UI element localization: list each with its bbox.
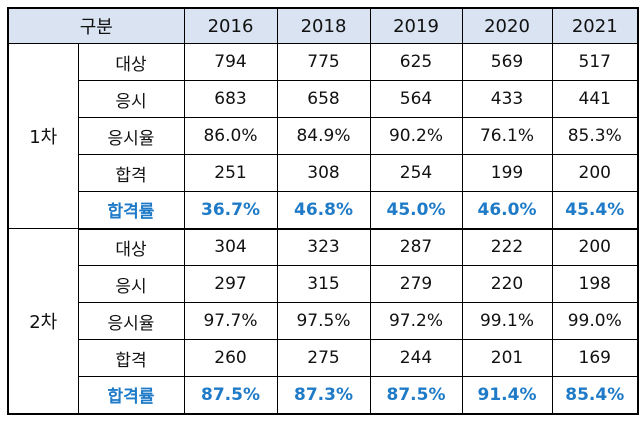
exam-statistics-table: 구분 2016 2018 2019 2020 2021 1차 대상 794 77… — [7, 7, 639, 415]
value-cell: 794 — [183, 43, 278, 81]
value-cell: 46.0% — [461, 191, 553, 230]
value-cell: 90.2% — [369, 117, 463, 155]
row-label-cell: 응시율 — [77, 302, 185, 340]
header-year-cell: 2020 — [461, 7, 553, 44]
value-cell: 220 — [461, 265, 553, 303]
value-cell: 287 — [369, 228, 463, 266]
value-cell: 279 — [369, 265, 463, 303]
value-cell: 658 — [276, 80, 371, 118]
value-cell: 323 — [276, 228, 371, 266]
value-cell: 569 — [461, 43, 553, 81]
value-cell: 87.5% — [369, 376, 463, 414]
value-cell: 625 — [369, 43, 463, 81]
value-cell: 36.7% — [183, 191, 278, 230]
table-row: 합격률 87.5% 87.3% 87.5% 91.4% 85.4% — [8, 376, 639, 414]
value-cell: 97.7% — [183, 302, 278, 340]
header-year-cell: 2018 — [276, 7, 371, 44]
value-cell: 200 — [551, 228, 639, 266]
row-label-cell: 합격률 — [77, 376, 185, 414]
value-cell: 260 — [183, 339, 278, 377]
row-label-cell: 합격 — [77, 339, 185, 377]
table-row: 합격 251 308 254 199 200 — [8, 154, 639, 192]
value-cell: 46.8% — [276, 191, 371, 230]
value-cell: 76.1% — [461, 117, 553, 155]
table-row: 응시 683 658 564 433 441 — [8, 80, 639, 118]
value-cell: 99.0% — [551, 302, 639, 340]
value-cell: 85.4% — [551, 376, 639, 414]
value-cell: 199 — [461, 154, 553, 192]
value-cell: 198 — [551, 265, 639, 303]
table-row: 응시율 97.7% 97.5% 97.2% 99.1% 99.0% — [8, 302, 639, 340]
value-cell: 85.3% — [551, 117, 639, 155]
value-cell: 308 — [276, 154, 371, 192]
header-year-cell: 2019 — [369, 7, 463, 44]
table-row: 1차 대상 794 775 625 569 517 — [7, 43, 639, 229]
table-row: 응시율 86.0% 84.9% 90.2% 76.1% 85.3% — [8, 117, 639, 155]
table-row: 합격률 36.7% 46.8% 45.0% 46.0% 45.4% — [8, 191, 639, 230]
value-cell: 222 — [461, 228, 553, 266]
value-cell: 683 — [183, 80, 278, 118]
value-cell: 87.3% — [276, 376, 371, 414]
value-cell: 91.4% — [461, 376, 553, 414]
value-cell: 97.5% — [276, 302, 371, 340]
table-row: 응시 297 315 279 220 198 — [8, 265, 639, 303]
value-cell: 169 — [551, 339, 639, 377]
exam-statistics-table-container: 구분 2016 2018 2019 2020 2021 1차 대상 794 77… — [7, 7, 639, 415]
header-year-cell: 2021 — [551, 7, 639, 44]
value-cell: 45.4% — [551, 191, 639, 230]
value-cell: 564 — [369, 80, 463, 118]
value-cell: 45.0% — [369, 191, 463, 230]
value-cell: 251 — [183, 154, 278, 192]
value-cell: 97.2% — [369, 302, 463, 340]
group-label-cell: 1차 — [7, 43, 79, 229]
row-label-cell: 응시율 — [77, 117, 185, 155]
value-cell: 254 — [369, 154, 463, 192]
value-cell: 315 — [276, 265, 371, 303]
value-cell: 201 — [461, 339, 553, 377]
row-label-cell: 대상 — [77, 43, 185, 81]
value-cell: 433 — [461, 80, 553, 118]
row-label-cell: 응시 — [77, 265, 185, 303]
value-cell: 775 — [276, 43, 371, 81]
row-label-cell: 합격률 — [77, 191, 185, 230]
value-cell: 99.1% — [461, 302, 553, 340]
value-cell: 87.5% — [183, 376, 278, 414]
value-cell: 275 — [276, 339, 371, 377]
header-category-cell: 구분 — [7, 7, 185, 44]
value-cell: 84.9% — [276, 117, 371, 155]
group-label-cell: 2차 — [7, 228, 79, 414]
value-cell: 297 — [183, 265, 278, 303]
value-cell: 244 — [369, 339, 463, 377]
table-row: 2차 대상 304 323 287 222 200 — [7, 228, 639, 414]
value-cell: 86.0% — [183, 117, 278, 155]
header-row: 구분 2016 2018 2019 2020 2021 — [7, 7, 639, 44]
value-cell: 200 — [551, 154, 639, 192]
value-cell: 441 — [551, 80, 639, 118]
table-row: 합격 260 275 244 201 169 — [8, 339, 639, 377]
row-label-cell: 대상 — [77, 228, 185, 266]
header-year-cell: 2016 — [183, 7, 278, 44]
row-label-cell: 합격 — [77, 154, 185, 192]
value-cell: 517 — [551, 43, 639, 81]
row-label-cell: 응시 — [77, 80, 185, 118]
value-cell: 304 — [183, 228, 278, 266]
